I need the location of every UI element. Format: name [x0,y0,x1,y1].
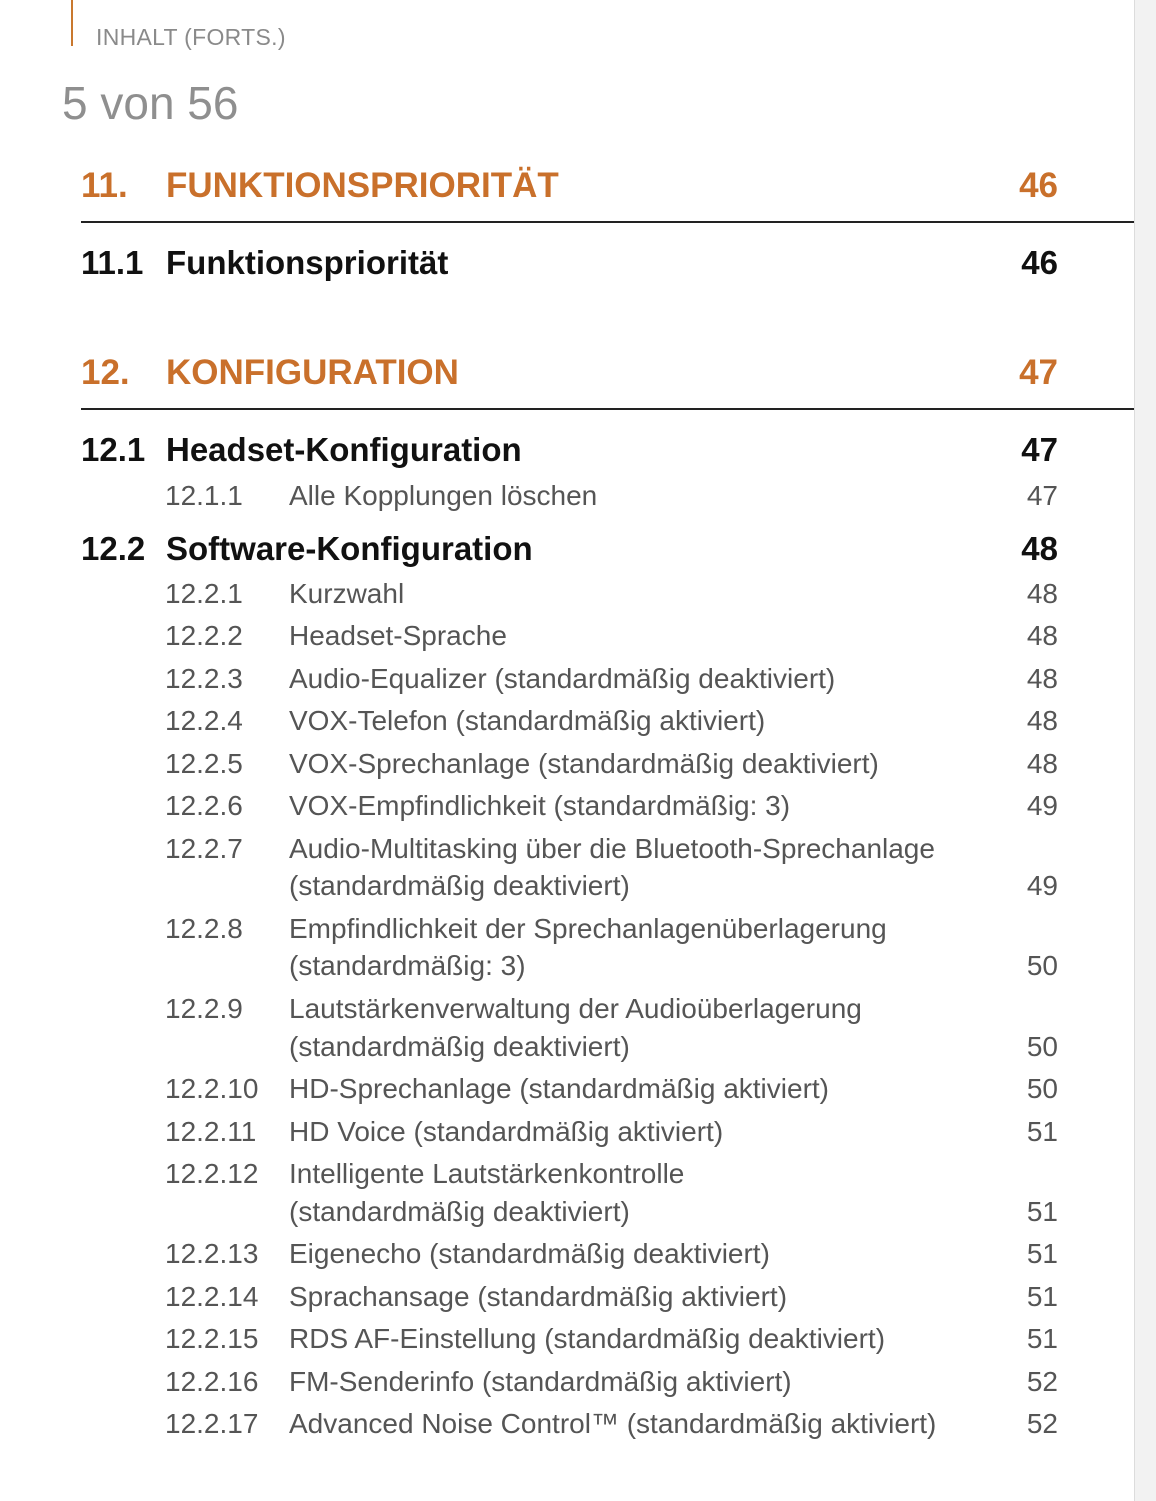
chapter-number: 11. [81,166,128,205]
section-number: 12.1 [81,431,146,468]
subsection-title[interactable]: HD-Sprechanlage (standardmäßig aktiviert… [289,1073,829,1104]
subsection-number: 12.2.6 [165,790,243,821]
subsection-title-continued[interactable]: (standardmäßig deaktiviert) [289,1196,630,1227]
subsection-page[interactable]: 51 [1026,1116,1058,1147]
subsection-title[interactable]: VOX-Empfindlichkeit (standardmäßig: 3) [289,790,791,821]
chapter-page[interactable]: 46 [1019,166,1058,205]
subsection-page[interactable]: 49 [1026,870,1058,901]
subsection-title[interactable]: Alle Kopplungen löschen [289,480,598,511]
subsection-number: 12.2.14 [165,1281,259,1312]
subsection-page[interactable]: 49 [1026,790,1058,821]
subsection-page[interactable]: 52 [1026,1408,1058,1439]
accent-bar [71,0,73,46]
subsection-page[interactable]: 48 [1026,705,1058,736]
section-number: 11.1 [81,244,144,281]
subsection-number: 12.1.1 [165,480,243,511]
subsection-title[interactable]: HD Voice (standardmäßig aktiviert) [289,1116,724,1147]
subsection-page[interactable]: 52 [1026,1366,1058,1397]
subsection-title[interactable]: VOX-Telefon (standardmäßig aktiviert) [289,705,766,736]
subsection-number: 12.2.1 [165,578,243,609]
chapter-rule [81,221,1134,223]
subsection-page[interactable]: 48 [1026,620,1058,651]
chapter-page[interactable]: 47 [1019,353,1058,392]
subsection-page[interactable]: 48 [1026,578,1058,609]
subsection-title[interactable]: Empfindlichkeit der Sprechanlagenüberlag… [289,913,887,944]
section-title[interactable]: Funktionspriorität [166,244,449,281]
running-head: INHALT (FORTS.) [96,24,286,50]
subsection-title[interactable]: Intelligente Lautstärkenkontrolle [289,1158,685,1189]
subsection-page[interactable]: 48 [1026,663,1058,694]
subsection-title-continued[interactable]: (standardmäßig deaktiviert) [289,1031,630,1062]
section-title[interactable]: Headset-Konfiguration [166,431,522,468]
subsection-number: 12.2.4 [165,705,243,736]
subsection-number: 12.2.10 [165,1073,259,1104]
section-page[interactable]: 48 [1021,530,1058,567]
chapter-title[interactable]: FUNKTIONSPRIORITÄT [166,166,559,205]
subsection-number: 12.2.17 [165,1408,259,1439]
subsection-title[interactable]: Lautstärkenverwaltung der Audioüberlager… [289,993,862,1024]
subsection-title[interactable]: Audio-Multitasking über die Bluetooth-Sp… [289,833,935,864]
subsection-title[interactable]: VOX-Sprechanlage (standardmäßig deaktivi… [289,748,879,779]
section-page[interactable]: 46 [1021,244,1058,281]
subsection-title-continued[interactable]: (standardmäßig deaktiviert) [289,870,630,901]
subsection-number: 12.2.13 [165,1238,259,1269]
section-number: 12.2 [81,530,146,567]
chapter-rule [81,408,1134,410]
subsection-page[interactable]: 51 [1026,1281,1058,1312]
subsection-title[interactable]: Sprachansage (standardmäßig aktiviert) [289,1281,788,1312]
section-title[interactable]: Software-Konfiguration [166,530,533,567]
subsection-title[interactable]: Kurzwahl [289,578,405,609]
subsection-page[interactable]: 50 [1026,1073,1058,1104]
subsection-number: 12.2.7 [165,833,243,864]
subsection-title[interactable]: Eigenecho (standardmäßig deaktiviert) [289,1238,770,1269]
subsection-number: 12.2.5 [165,748,243,779]
subsection-number: 12.2.8 [165,913,243,944]
subsection-number: 12.2.15 [165,1323,259,1354]
subsection-page[interactable]: 51 [1026,1323,1058,1354]
subsection-number: 12.2.3 [165,663,243,694]
subsection-title[interactable]: Audio-Equalizer (standardmäßig deaktivie… [289,663,836,694]
subsection-title[interactable]: Headset-Sprache [289,620,507,651]
subsection-page[interactable]: 51 [1026,1238,1058,1269]
subsection-title-continued[interactable]: (standardmäßig: 3) [289,950,526,981]
subsection-title[interactable]: FM-Senderinfo (standardmäßig aktiviert) [289,1366,792,1397]
subsection-number: 12.2.2 [165,620,243,651]
subsection-number: 12.2.16 [165,1366,259,1397]
subsection-page[interactable]: 48 [1026,748,1058,779]
page-counter: 5 von 56 [62,77,239,129]
page-edge [1134,0,1156,1501]
subsection-number: 12.2.9 [165,993,243,1024]
subsection-number: 12.2.12 [165,1158,259,1189]
subsection-title[interactable]: RDS AF-Einstellung (standardmäßig deakti… [289,1323,886,1354]
chapter-number: 12. [81,353,130,392]
subsection-page[interactable]: 51 [1026,1196,1058,1227]
chapter-title[interactable]: KONFIGURATION [166,353,459,392]
subsection-page[interactable]: 50 [1026,950,1058,981]
subsection-title[interactable]: Advanced Noise Control™ (standardmäßig a… [289,1408,937,1439]
section-page[interactable]: 47 [1021,431,1058,468]
subsection-page[interactable]: 47 [1026,480,1058,511]
subsection-page[interactable]: 50 [1026,1031,1058,1062]
subsection-number: 12.2.11 [165,1116,257,1147]
